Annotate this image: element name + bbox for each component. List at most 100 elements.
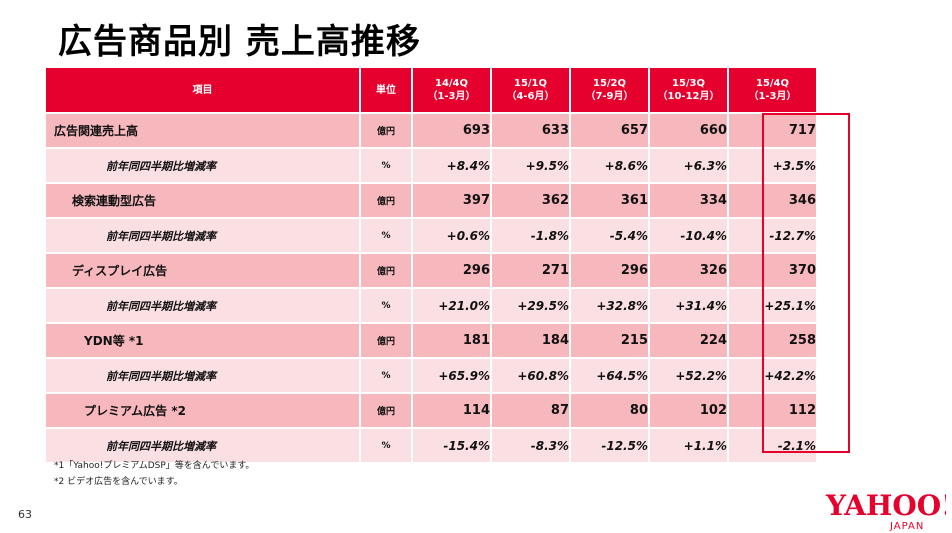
table-cell: 215 bbox=[571, 324, 648, 357]
table-cell: -2.1% bbox=[729, 429, 816, 462]
row-unit: % bbox=[361, 219, 411, 252]
row-label: ディスプレイ広告 bbox=[46, 254, 359, 287]
column-header-months: （1-3月） bbox=[748, 91, 797, 102]
row-unit: 億円 bbox=[361, 184, 411, 217]
table-row-display-ads: ディスプレイ広告 億円 296 271 296 326 370 bbox=[46, 254, 816, 287]
logo-wordmark: YAHOO! bbox=[825, 489, 946, 522]
table-cell: +25.1% bbox=[729, 289, 816, 322]
logo-subtext: JAPAN bbox=[889, 521, 924, 532]
column-header-item: 項目 bbox=[46, 68, 359, 112]
table-cell: 181 bbox=[413, 324, 490, 357]
table-cell: -5.4% bbox=[571, 219, 648, 252]
sales-table: 項目 単位 14/4Q （1-3月） 15/1Q （4-6月） 15/2Q （7… bbox=[44, 66, 818, 464]
column-header-quarter: 14/4Q bbox=[434, 78, 469, 89]
table-cell: 271 bbox=[492, 254, 569, 287]
footnotes: *1「Yahoo!プレミアムDSP」等を含んでいます。 *2 ビデオ広告を含んで… bbox=[54, 458, 254, 490]
table-cell: 80 bbox=[571, 394, 648, 427]
table-cell: 362 bbox=[492, 184, 569, 217]
table-cell: 258 bbox=[729, 324, 816, 357]
table-cell: +42.2% bbox=[729, 359, 816, 392]
table-cell: 717 bbox=[729, 114, 816, 147]
row-unit: % bbox=[361, 359, 411, 392]
table-cell: 296 bbox=[413, 254, 490, 287]
column-header-months: （10-12月） bbox=[657, 91, 720, 102]
column-header-unit: 単位 bbox=[361, 68, 411, 112]
table-cell: 87 bbox=[492, 394, 569, 427]
table-cell: +8.6% bbox=[571, 149, 648, 182]
table-cell: +0.6% bbox=[413, 219, 490, 252]
table-cell: -12.5% bbox=[571, 429, 648, 462]
table-header-row: 項目 単位 14/4Q （1-3月） 15/1Q （4-6月） 15/2Q （7… bbox=[46, 68, 816, 112]
table-cell: 361 bbox=[571, 184, 648, 217]
column-header-15-3q: 15/3Q （10-12月） bbox=[650, 68, 727, 112]
table-cell: +64.5% bbox=[571, 359, 648, 392]
row-label: 広告関連売上高 bbox=[46, 114, 359, 147]
table-cell: 102 bbox=[650, 394, 727, 427]
table-cell: 334 bbox=[650, 184, 727, 217]
column-header-quarter: 15/2Q bbox=[592, 78, 627, 89]
row-label: 前年同四半期比増減率 bbox=[46, 359, 359, 392]
row-unit: 億円 bbox=[361, 394, 411, 427]
row-label: 検索連動型広告 bbox=[46, 184, 359, 217]
row-unit: % bbox=[361, 429, 411, 462]
column-header-months: （1-3月） bbox=[427, 91, 476, 102]
table-cell: +21.0% bbox=[413, 289, 490, 322]
row-unit: % bbox=[361, 149, 411, 182]
table-row-growth-rate: 前年同四半期比増減率 % +8.4% +9.5% +8.6% +6.3% +3.… bbox=[46, 149, 816, 182]
table-cell: -10.4% bbox=[650, 219, 727, 252]
table-row-ad-revenue: 広告関連売上高 億円 693 633 657 660 717 bbox=[46, 114, 816, 147]
table-cell: 224 bbox=[650, 324, 727, 357]
table-cell: +31.4% bbox=[650, 289, 727, 322]
column-header-months: （7-9月） bbox=[585, 91, 634, 102]
table-cell: +60.8% bbox=[492, 359, 569, 392]
column-header-quarter: 15/1Q bbox=[513, 78, 548, 89]
row-label: 前年同四半期比増減率 bbox=[46, 149, 359, 182]
table-cell: -1.8% bbox=[492, 219, 569, 252]
table-cell: 346 bbox=[729, 184, 816, 217]
row-label: プレミアム広告 *2 bbox=[46, 394, 359, 427]
row-label: YDN等 *1 bbox=[46, 324, 359, 357]
column-header-line: 項目 bbox=[192, 84, 213, 96]
table-row-growth-rate: 前年同四半期比増減率 % +0.6% -1.8% -5.4% -10.4% -1… bbox=[46, 219, 816, 252]
column-header-months: （4-6月） bbox=[506, 91, 555, 102]
table-cell: 370 bbox=[729, 254, 816, 287]
page-number: 63 bbox=[18, 508, 32, 521]
table-cell: -12.7% bbox=[729, 219, 816, 252]
row-unit: 億円 bbox=[361, 254, 411, 287]
table-cell: 112 bbox=[729, 394, 816, 427]
table-cell: 184 bbox=[492, 324, 569, 357]
column-header-line: 単位 bbox=[376, 84, 396, 96]
row-label: 前年同四半期比増減率 bbox=[46, 219, 359, 252]
table-cell: 397 bbox=[413, 184, 490, 217]
table-cell: +8.4% bbox=[413, 149, 490, 182]
table-cell: +6.3% bbox=[650, 149, 727, 182]
row-unit: % bbox=[361, 289, 411, 322]
table-cell: 657 bbox=[571, 114, 648, 147]
table-row-growth-rate: 前年同四半期比増減率 % -15.4% -8.3% -12.5% +1.1% -… bbox=[46, 429, 816, 462]
table-row-search-ads: 検索連動型広告 億円 397 362 361 334 346 bbox=[46, 184, 816, 217]
column-header-15-1q: 15/1Q （4-6月） bbox=[492, 68, 569, 112]
table-cell: -15.4% bbox=[413, 429, 490, 462]
column-header-quarter: 15/4Q bbox=[755, 78, 790, 89]
table-cell: +52.2% bbox=[650, 359, 727, 392]
footnote-1: *1「Yahoo!プレミアムDSP」等を含んでいます。 bbox=[54, 461, 255, 471]
table-row-ydn: YDN等 *1 億円 181 184 215 224 258 bbox=[46, 324, 816, 357]
column-header-15-2q: 15/2Q （7-9月） bbox=[571, 68, 648, 112]
table-row-growth-rate: 前年同四半期比増減率 % +65.9% +60.8% +64.5% +52.2%… bbox=[46, 359, 816, 392]
table-cell: 296 bbox=[571, 254, 648, 287]
table-cell: 326 bbox=[650, 254, 727, 287]
column-header-14-4q: 14/4Q （1-3月） bbox=[413, 68, 490, 112]
table-cell: -8.3% bbox=[492, 429, 569, 462]
row-unit: 億円 bbox=[361, 114, 411, 147]
column-header-quarter: 15/3Q bbox=[671, 78, 706, 89]
yahoo-japan-logo: YAHOO! JAPAN bbox=[825, 489, 946, 532]
table-cell: +65.9% bbox=[413, 359, 490, 392]
table-cell: 114 bbox=[413, 394, 490, 427]
table-cell: +9.5% bbox=[492, 149, 569, 182]
table-cell: +29.5% bbox=[492, 289, 569, 322]
table-cell: 633 bbox=[492, 114, 569, 147]
column-header-15-4q: 15/4Q （1-3月） bbox=[729, 68, 816, 112]
table-cell: 660 bbox=[650, 114, 727, 147]
row-label: 前年同四半期比増減率 bbox=[46, 289, 359, 322]
table-cell: +32.8% bbox=[571, 289, 648, 322]
